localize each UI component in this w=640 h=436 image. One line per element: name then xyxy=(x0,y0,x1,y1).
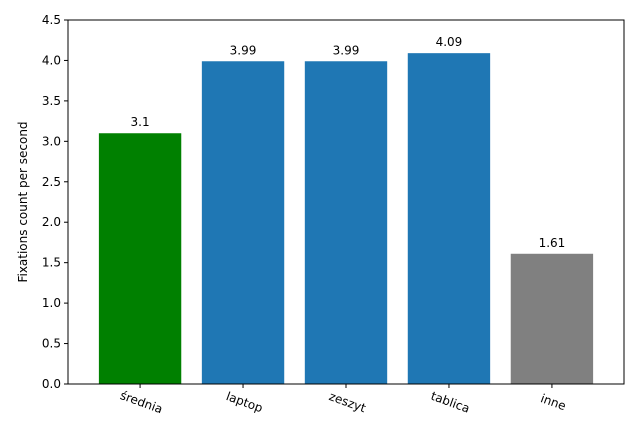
y-tick-label-6: 3.0 xyxy=(42,134,61,148)
y-axis: 0.0 0.5 1.0 1.5 2.0 2.5 3.0 3.5 4.0 4.5 xyxy=(42,13,68,391)
x-tick-label-2: zeszyt xyxy=(327,389,368,415)
plot-frame xyxy=(67,19,625,385)
data-label-0: 3.1 xyxy=(131,115,150,129)
bar-2 xyxy=(304,61,388,385)
y-tick-label-5: 2.5 xyxy=(42,175,61,189)
bar-0 xyxy=(98,133,182,384)
y-tick-label-7: 3.5 xyxy=(42,94,61,108)
y-tick-label-1: 0.5 xyxy=(42,337,61,351)
bars-group xyxy=(98,53,594,385)
x-tick-label-1: laptop xyxy=(224,389,264,415)
y-tick-label-0: 0.0 xyxy=(42,377,61,391)
data-label-3: 4.09 xyxy=(436,35,463,49)
y-tick-label-8: 4.0 xyxy=(42,53,61,67)
data-label-2: 3.99 xyxy=(333,43,360,57)
x-tick-label-4: inne xyxy=(539,391,568,413)
y-tick-label-4: 2.0 xyxy=(42,215,61,229)
x-tick-label-3: tablica xyxy=(429,389,472,416)
y-tick-label-9: 4.5 xyxy=(42,13,61,27)
bar-4 xyxy=(510,253,594,384)
x-axis: średnia laptop zeszyt tablica inne xyxy=(118,384,568,416)
y-tick-label-2: 1.0 xyxy=(42,296,61,310)
x-tick-label-0: średnia xyxy=(118,388,164,416)
y-axis-label: Fixations count per second xyxy=(16,121,30,282)
data-labels-group: 3.1 3.99 3.99 4.09 1.61 xyxy=(131,35,566,250)
y-tick-label-3: 1.5 xyxy=(42,256,61,270)
data-label-1: 3.99 xyxy=(230,43,257,57)
bar-3 xyxy=(407,53,491,385)
data-label-4: 1.61 xyxy=(539,236,566,250)
bar-1 xyxy=(201,61,285,385)
